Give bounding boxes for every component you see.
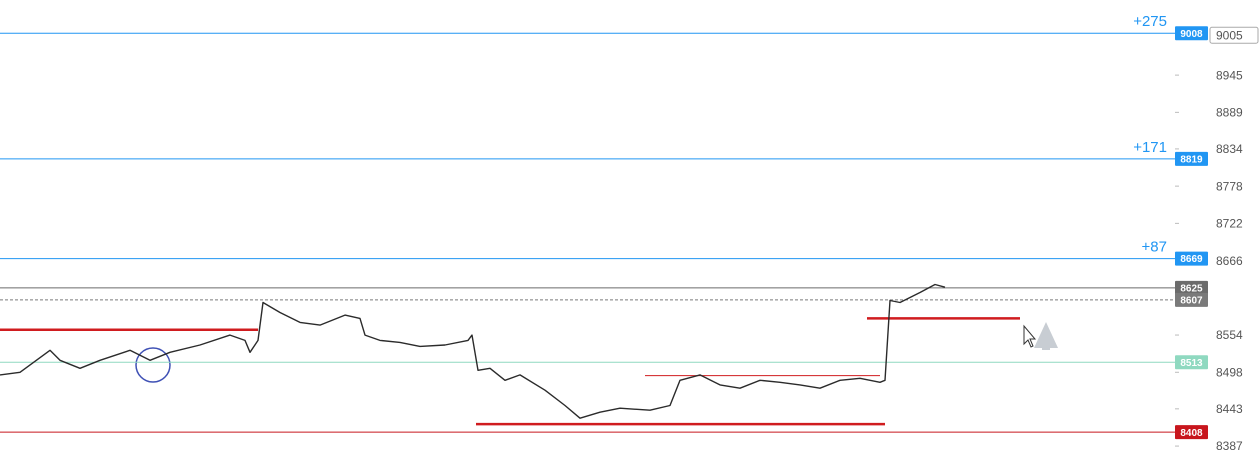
y-tick-label: 8387 <box>1216 439 1243 453</box>
level-label: 8625 <box>1180 283 1203 294</box>
level-box <box>1175 280 1208 295</box>
level-box <box>1175 425 1208 440</box>
level-box <box>1175 292 1208 307</box>
level-label: 9008 <box>1180 29 1203 40</box>
level-box <box>1175 355 1208 370</box>
y-tick-label: 8889 <box>1216 106 1243 120</box>
y-tick-label: 8443 <box>1216 402 1243 416</box>
level-box <box>1175 251 1208 266</box>
y-tick-label: 8945 <box>1216 68 1243 82</box>
tick-box <box>1209 26 1259 44</box>
price-line <box>0 283 946 419</box>
level-annotation: +87 <box>1142 239 1167 256</box>
y-tick-label: 9005 <box>1216 28 1243 42</box>
y-tick-label: 8498 <box>1216 365 1243 379</box>
level-label: 8607 <box>1180 295 1203 306</box>
level-annotation: +171 <box>1133 139 1167 156</box>
up-arrow-icon <box>1034 322 1058 350</box>
y-tick-label: 8554 <box>1216 328 1243 342</box>
level-label: 8819 <box>1180 155 1203 166</box>
y-tick-label: 8778 <box>1216 179 1243 193</box>
price-axis <box>1175 0 1260 472</box>
level-annotation: +275 <box>1133 13 1167 30</box>
level-label: 8669 <box>1180 254 1203 265</box>
highlight-circle <box>135 347 171 383</box>
level-box <box>1175 26 1208 41</box>
y-tick-label: 8722 <box>1216 217 1243 231</box>
level-label: 8408 <box>1180 428 1203 439</box>
level-box <box>1175 151 1208 166</box>
y-tick-label: 8666 <box>1216 254 1243 268</box>
cursor <box>1023 324 1037 348</box>
y-tick-label: 8834 <box>1216 142 1243 156</box>
level-label: 8513 <box>1180 358 1203 369</box>
